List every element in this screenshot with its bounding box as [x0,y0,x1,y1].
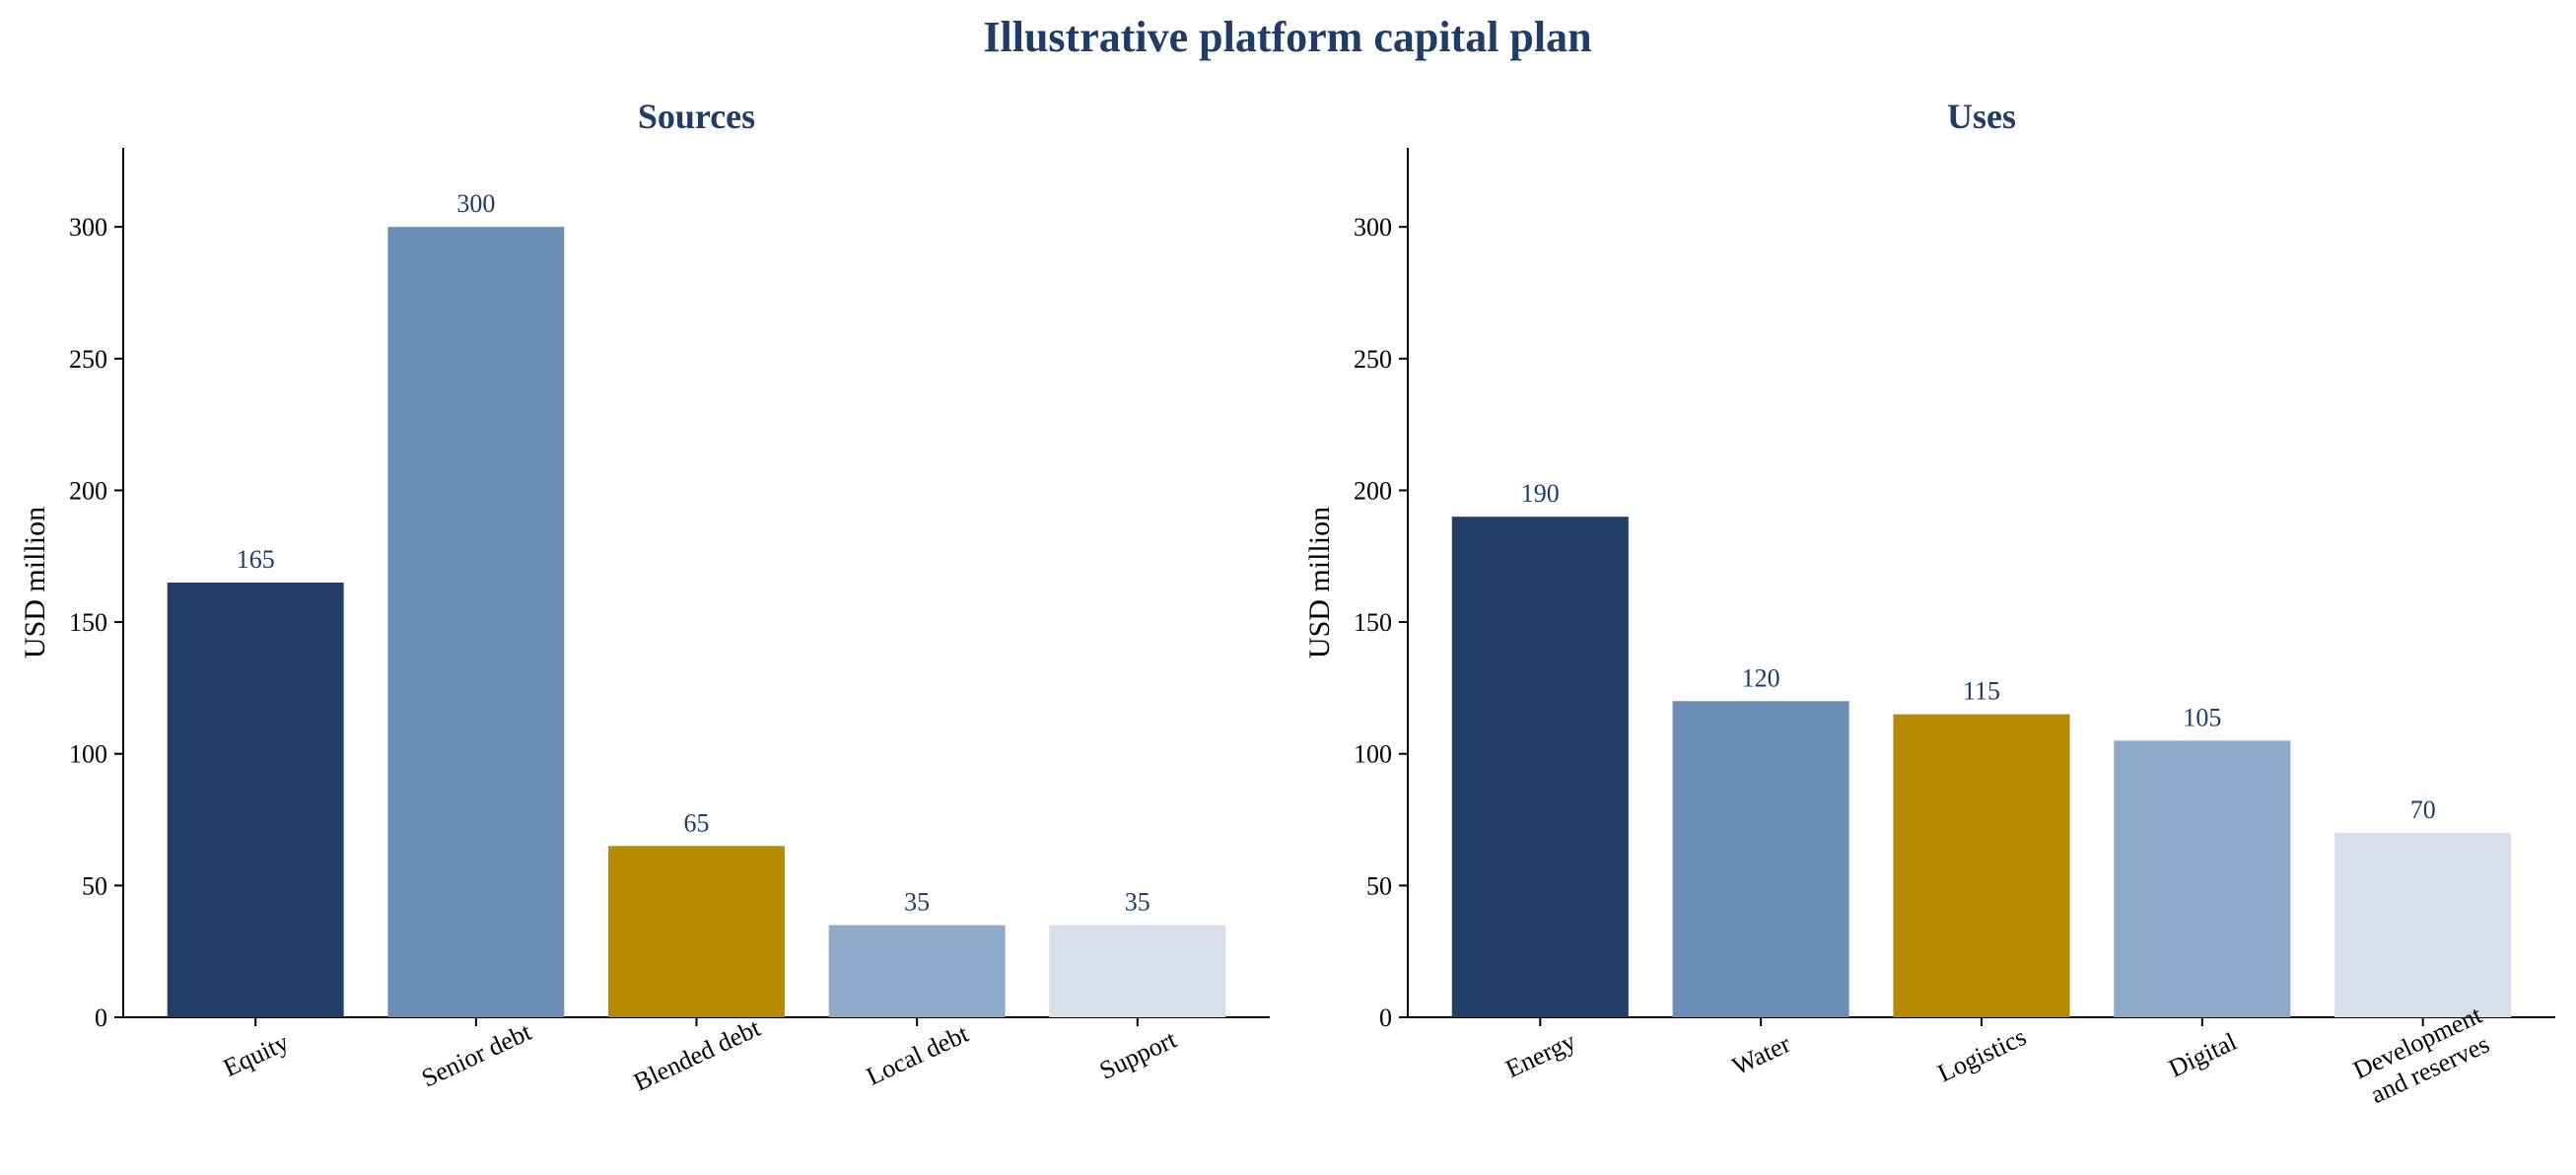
y-tick-label: 0 [95,1003,107,1032]
bar [387,227,565,1017]
bar [167,583,344,1017]
y-tick-label: 150 [1354,608,1392,637]
bar [1893,714,2070,1017]
y-tick-label: 250 [69,345,107,374]
y-tick-label: 50 [82,871,107,900]
data-label: 70 [2410,795,2436,824]
bar [2334,832,2512,1017]
y-tick-label: 200 [1354,476,1392,505]
panel-title: Uses [1947,97,2016,136]
x-tick-label: Digital [2164,1027,2241,1083]
y-tick-label: 100 [69,740,107,769]
bar [1672,701,1849,1017]
data-label: 35 [1125,887,1150,916]
y-axis-label: USD million [1303,507,1336,658]
bar [1451,517,1629,1017]
x-tick-label: Senior debt [417,1017,536,1093]
data-label: 300 [456,189,495,218]
y-tick-label: 50 [1366,871,1392,900]
y-tick-label: 0 [1379,1003,1392,1032]
x-tick-label: Logistics [1933,1022,2031,1088]
data-label: 165 [237,545,275,574]
y-tick-label: 300 [69,213,107,242]
data-label: 120 [1742,663,1780,692]
y-tick-label: 150 [69,608,107,637]
panel-title: Sources [638,97,755,136]
y-axis-label: USD million [19,507,51,658]
y-tick-label: 100 [1354,740,1392,769]
x-tick-label: Equity [219,1028,293,1083]
x-tick-label: Local debt [862,1018,973,1090]
x-tick-label: Support [1095,1024,1182,1084]
data-label: 65 [684,808,710,837]
x-tick-label: Water [1728,1029,1795,1080]
uses-panel: Uses USD million 0 50 100 150 200 250 300 190 Ener… [1303,97,2555,1109]
sources-panel: Sources USD million 0 50 100 150 200 250 300 165 E… [19,97,1270,1097]
figure-title: Illustrative platform capital plan [983,13,1591,61]
data-label: 190 [1521,479,1560,508]
bar [828,925,1006,1017]
y-tick-label: 250 [1354,345,1392,374]
bar [608,846,785,1017]
x-tick-label: Energy [1501,1026,1580,1083]
data-label: 35 [904,887,930,916]
bar [1049,925,1226,1017]
y-tick-label: 300 [1354,213,1392,242]
data-label: 115 [1963,677,2000,706]
bar [2114,740,2291,1017]
y-tick-label: 200 [69,476,107,505]
data-label: 105 [2183,703,2221,731]
